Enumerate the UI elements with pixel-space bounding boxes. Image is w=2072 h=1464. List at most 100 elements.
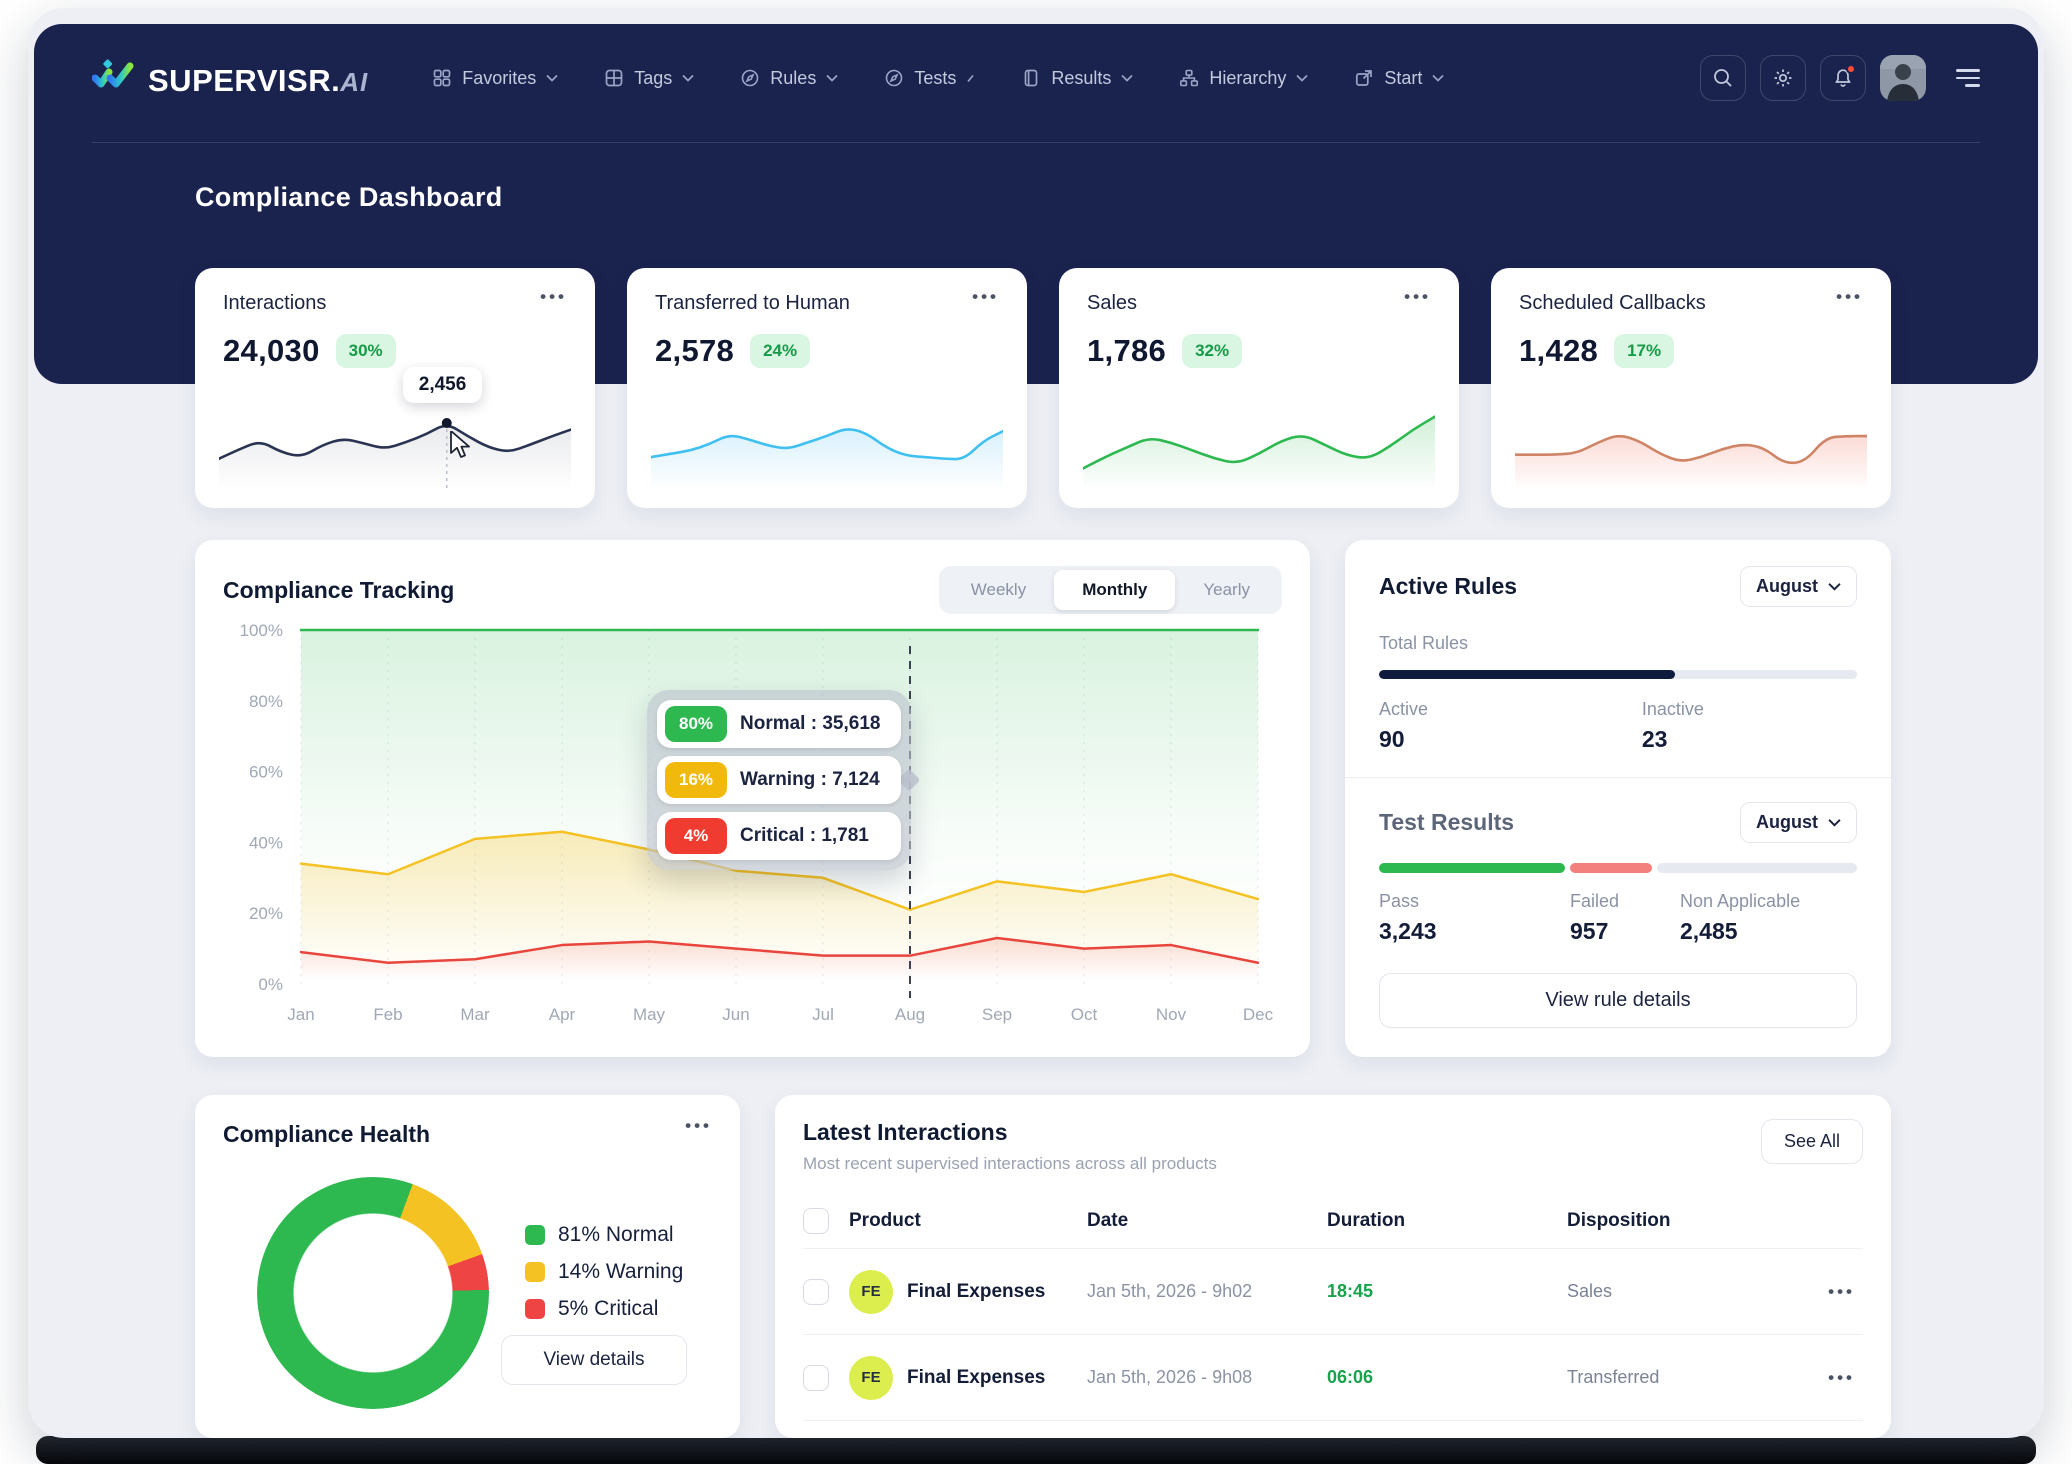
top-navbar: SUPERVISR.AI Favorites Tags Rules [92,46,1980,110]
more-menu-button[interactable]: ••• [972,287,999,306]
menu-icon[interactable] [1956,69,1980,87]
chevron-down-icon [1121,74,1133,82]
search-icon [1714,69,1732,87]
total-rules-bar [1379,670,1857,679]
nav-item-hierarchy[interactable]: Hierarchy [1179,68,1309,89]
pass-label: Pass [1379,891,1420,911]
more-menu-button[interactable]: ••• [540,287,567,306]
nav-item-tests[interactable]: Tests [884,68,975,89]
stat-card-interactions: Interactions ••• 24,030 30% 2,456 [195,268,595,508]
nav-items: Favorites Tags Rules Tests [432,67,1445,89]
period-tabs: Weekly Monthly Yearly [938,566,1282,614]
chevron-down-icon [826,74,838,82]
brand-suffix: AI [340,67,369,97]
test-results-bar [1379,863,1857,873]
dropdown-value: August [1756,576,1818,596]
stat-title: Scheduled Callbacks [1519,292,1706,314]
tab-yearly[interactable]: Yearly [1203,580,1250,599]
svg-text:Oct: Oct [1071,1005,1098,1024]
nav-item-start[interactable]: Start [1354,67,1445,89]
svg-text:20%: 20% [249,904,283,923]
more-menu-button[interactable]: ••• [1404,287,1431,306]
dropdown-value: August [1756,812,1818,832]
search-button[interactable] [1700,55,1746,101]
table-row[interactable]: FE Final Expenses Jan 5th, 2026 - 9h08 0… [803,1335,1863,1421]
sparkline-chart[interactable] [1083,395,1435,490]
cell-duration: 06:06 [1327,1367,1374,1387]
svg-text:Jun: Jun [722,1005,749,1024]
page-title: Compliance Dashboard [195,182,503,212]
table-row[interactable]: TL Term Life Jan 5th, 2026 - 9h12 00:42 … [803,1421,1863,1438]
tooltip-row-critical: 4% Critical : 1,781 [657,812,901,860]
svg-text:Jul: Jul [812,1005,834,1024]
stat-title: Transferred to Human [655,292,850,314]
stat-card-transferred: Transferred to Human ••• 2,578 24% [627,268,1027,508]
sparkline-chart[interactable] [219,395,571,490]
tooltip-row-normal: 80% Normal : 35,618 [657,700,901,748]
row-checkbox[interactable] [803,1364,829,1391]
row-more-button[interactable]: ••• [1828,1281,1855,1301]
brand-logo[interactable]: SUPERVISR.AI [92,57,368,99]
view-rule-details-button[interactable]: View rule details [1379,973,1857,1028]
failed-segment [1570,863,1652,873]
nav-label: Results [1051,67,1112,88]
see-all-button[interactable]: See All [1760,1119,1863,1164]
row-more-button[interactable]: ••• [1828,1367,1855,1387]
tab-monthly[interactable]: Monthly [1054,570,1176,610]
tooltip-pct-badge: 4% [665,818,727,854]
cell-date: Jan 5th, 2026 - 9h08 [1087,1367,1253,1387]
legend-label: 81% Normal [558,1223,674,1246]
more-menu-button[interactable]: ••• [685,1116,712,1135]
health-title: Compliance Health [223,1121,431,1147]
stat-title: Sales [1087,292,1138,314]
view-details-button[interactable]: View details [501,1335,687,1385]
tab-weekly[interactable]: Weekly [970,580,1027,599]
total-rules-label: Total Rules [1379,633,1469,653]
inactive-value: 23 [1641,726,1668,752]
active-rules-month-dropdown[interactable]: August [1740,566,1857,607]
nav-item-rules[interactable]: Rules [740,68,838,89]
stat-badge: 17% [1614,334,1675,368]
select-all-checkbox[interactable] [803,1208,829,1234]
stat-card-sales: Sales ••• 1,786 32% [1059,268,1459,508]
tooltip-value: 7,124 [832,769,880,790]
notification-dot [1846,64,1856,74]
hierarchy-icon [1180,69,1199,87]
table-row[interactable]: FE Final Expenses Jan 5th, 2026 - 9h02 1… [803,1249,1863,1335]
notifications-button[interactable] [1820,55,1866,101]
tooltip-sep: : [820,769,827,790]
nav-item-results[interactable]: Results [1021,68,1133,89]
svg-text:60%: 60% [249,763,283,782]
slash-icon [967,74,974,82]
tooltip-sep: : [809,825,817,846]
na-label: Non Applicable [1680,891,1801,911]
stat-badge: 32% [1182,334,1243,368]
sparkline-chart[interactable] [651,395,1003,490]
row-checkbox[interactable] [803,1278,829,1305]
product-avatar: FE [849,1269,893,1314]
latest-interactions-card: Latest Interactions Most recent supervis… [775,1095,1891,1438]
svg-text:Sep: Sep [982,1005,1012,1024]
nav-item-favorites[interactable]: Favorites [432,68,558,89]
stat-value: 1,786 [1087,333,1167,368]
chevron-down-icon [546,74,558,82]
nav-divider [92,142,1980,143]
test-results-month-dropdown[interactable]: August [1740,802,1857,843]
legend-label: 14% Warning [558,1260,684,1283]
legend-item-critical: 5% Critical [525,1297,683,1321]
nav-item-tags[interactable]: Tags [604,68,694,89]
nav-label: Start [1384,67,1423,88]
settings-button[interactable] [1760,55,1806,101]
sparkline-chart[interactable] [1515,395,1867,490]
stat-value: 1,428 [1519,333,1599,368]
chevron-down-icon [682,74,694,82]
stat-value: 24,030 [223,333,320,368]
col-duration: Duration [1327,1210,1406,1231]
cursor-icon [449,431,470,458]
nav-label: Favorites [462,67,537,88]
legend-swatch [525,1262,545,1282]
more-menu-button[interactable]: ••• [1836,287,1863,306]
chevron-down-icon [1432,74,1445,82]
compass-icon [886,69,903,87]
user-avatar[interactable] [1880,55,1926,101]
